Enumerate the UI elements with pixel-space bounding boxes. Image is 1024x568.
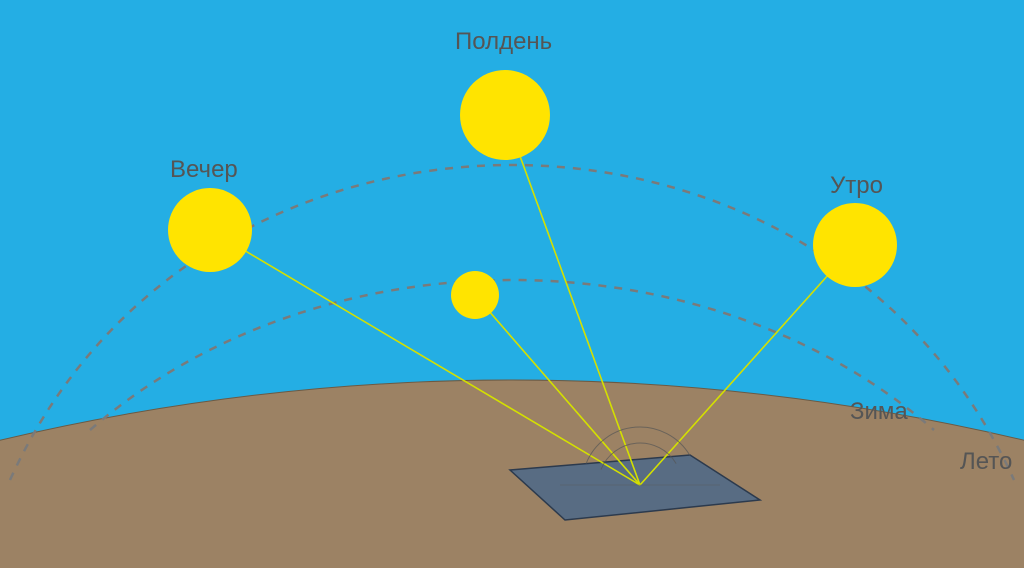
sun-path-diagram (0, 0, 1024, 568)
label-winter: Зима (850, 398, 908, 426)
label-summer: Лето (960, 448, 1012, 476)
sun-noon_summer (460, 70, 550, 160)
label-evening: Вечер (170, 156, 238, 184)
sun-noon_winter (451, 271, 499, 319)
sun-morning (813, 203, 897, 287)
sun-evening (168, 188, 252, 272)
label-noon: Полдень (455, 28, 552, 56)
label-morning: Утро (830, 172, 883, 200)
